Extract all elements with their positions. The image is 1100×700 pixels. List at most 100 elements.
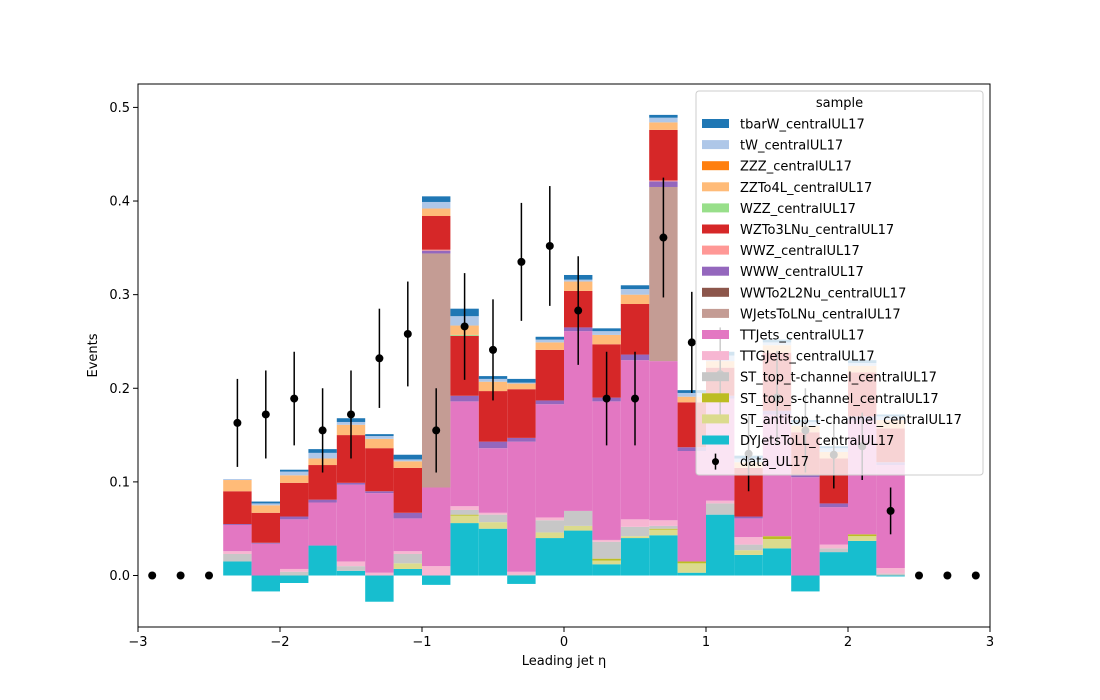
legend-label-tW_centralUL17: tW_centralUL17 bbox=[740, 139, 843, 154]
bar-WWW_centralUL17-bin-24 bbox=[819, 503, 848, 508]
bar-TTJets_centralUL17-bin-8 bbox=[365, 493, 394, 573]
data-point bbox=[432, 426, 441, 435]
bar-DYJetsToLL_centralUL17-bin-24 bbox=[819, 552, 848, 576]
bar-tbarW_centralUL17-bin-9 bbox=[393, 454, 422, 460]
bar-WZTo3LNu_centralUL17-bin-14 bbox=[535, 349, 564, 401]
bar-tW_centralUL17-bin-5 bbox=[280, 471, 309, 476]
data-point bbox=[602, 394, 611, 403]
y-tick-label: 0.1 bbox=[109, 475, 130, 490]
legend-swatch-ZZZ_centralUL17 bbox=[702, 161, 729, 171]
bar-DYJetsToLL_centralUL17-bin-18 bbox=[649, 535, 678, 576]
bar-ST_top_t-channel_centralUL17-bin-15 bbox=[564, 510, 593, 526]
bar-DYJetsToLL_centralUL17-bin-9 bbox=[393, 568, 422, 576]
bar-DYJetsToLL_centralUL17-bin-14 bbox=[535, 538, 564, 576]
bar-DYJetsToLL_centralUL17-bin-12 bbox=[478, 528, 508, 576]
data-point bbox=[687, 338, 696, 347]
legend-label-WWZ_centralUL17: WWZ_centralUL17 bbox=[740, 244, 860, 259]
y-tick-label: 0.0 bbox=[109, 569, 130, 584]
legend-label-WZZ_centralUL17: WZZ_centralUL17 bbox=[740, 202, 856, 217]
bar-WWW_centralUL17-bin-10 bbox=[422, 250, 451, 254]
bar-ST_top_t-channel_centralUL17-bin-20 bbox=[706, 503, 735, 515]
bar-ZZTo4L_centralUL17-bin-5 bbox=[280, 475, 309, 483]
bar-ST_antitop_t-channel_centralUL17-bin-16 bbox=[592, 560, 621, 565]
bar-ST_top_t-channel_centralUL17-bin-5 bbox=[280, 571, 309, 576]
bar-WWW_centralUL17-bin-8 bbox=[365, 491, 394, 494]
legend-swatch-WWTo2L2Nu_centralUL17 bbox=[702, 287, 729, 297]
bar-WWW_centralUL17-bin-6 bbox=[308, 499, 337, 503]
bar-ST_antitop_t-channel_centralUL17-bin-15 bbox=[564, 525, 593, 531]
bar-TTGJets_centralUL17-bin-16 bbox=[592, 539, 621, 542]
bar-DYJetsToLL_centralUL17-bin-17 bbox=[620, 538, 650, 576]
data-point bbox=[517, 257, 526, 266]
bar-WWW_centralUL17-bin-7 bbox=[336, 482, 366, 485]
legend-label-WZTo3LNu_centralUL17: WZTo3LNu_centralUL17 bbox=[740, 223, 894, 238]
bar-WWW_centralUL17-bin-11 bbox=[450, 395, 479, 402]
legend-label-TTGJets_centralUL17: TTGJets_centralUL17 bbox=[739, 350, 875, 365]
x-axis-ticks: −3 −2 −1 0 1 2 3 bbox=[128, 627, 994, 650]
bar-tW_centralUL17-bin-9 bbox=[393, 459, 422, 462]
bar-TTJets_centralUL17-bin-18 bbox=[649, 361, 678, 521]
bar-ST_top_t-channel_centralUL17-bin-13 bbox=[507, 574, 536, 576]
legend-label-data_UL17: data_UL17 bbox=[740, 455, 809, 470]
bar-DYJetsToLL_centralUL17-bin-23 bbox=[791, 575, 820, 592]
bar-ZZTo4L_centralUL17-bin-13 bbox=[507, 383, 536, 390]
data-point bbox=[233, 418, 242, 427]
bar-WWW_centralUL17-bin-13 bbox=[507, 437, 536, 442]
bar-DYJetsToLL_centralUL17-bin-8 bbox=[365, 575, 394, 602]
legend-label-WWW_centralUL17: WWW_centralUL17 bbox=[740, 265, 864, 280]
bar-DYJetsToLL_centralUL17-bin-3 bbox=[223, 561, 252, 576]
bar-WZTo3LNu_centralUL17-bin-4 bbox=[251, 512, 280, 543]
bar-ST_antitop_t-channel_centralUL17-bin-12 bbox=[478, 522, 508, 529]
bar-DYJetsToLL_centralUL17-bin-6 bbox=[308, 545, 337, 576]
bar-ZZTo4L_centralUL17-bin-19 bbox=[677, 396, 706, 403]
bar-WWW_centralUL17-bin-21 bbox=[734, 516, 763, 519]
bar-tbarW_centralUL17-bin-10 bbox=[422, 196, 451, 202]
legend-label-ZZZ_centralUL17: ZZZ_centralUL17 bbox=[740, 160, 852, 175]
bar-ST_antitop_t-channel_centralUL17-bin-11 bbox=[450, 515, 479, 524]
bar-ST_top_s-channel_centralUL17-bin-11 bbox=[450, 514, 479, 516]
bar-ST_antitop_t-channel_centralUL17-bin-22 bbox=[762, 538, 792, 549]
legend-label-TTJets_centralUL17: TTJets_centralUL17 bbox=[739, 329, 865, 344]
bar-ST_antitop_t-channel_centralUL17-bin-17 bbox=[620, 536, 650, 539]
y-tick-label: 0.5 bbox=[109, 101, 130, 116]
bar-tW_centralUL17-bin-10 bbox=[422, 201, 451, 209]
bar-DYJetsToLL_centralUL17-bin-11 bbox=[450, 523, 479, 576]
bar-TTJets_centralUL17-bin-21 bbox=[734, 518, 763, 538]
bar-ST_top_t-channel_centralUL17-bin-14 bbox=[535, 520, 564, 533]
bar-ST_antitop_t-channel_centralUL17-bin-21 bbox=[734, 550, 763, 555]
y-axis-ticks: 0.0 0.1 0.2 0.3 0.4 0.5 bbox=[109, 101, 138, 584]
bar-TTJets_centralUL17-bin-5 bbox=[280, 519, 309, 569]
bar-ST_top_t-channel_centralUL17-bin-7 bbox=[336, 566, 366, 571]
bar-tW_centralUL17-bin-13 bbox=[507, 382, 536, 384]
data-point bbox=[574, 306, 583, 315]
bar-TTGJets_centralUL17-bin-26 bbox=[876, 568, 905, 574]
legend-swatch-DYJetsToLL_centralUL17 bbox=[702, 435, 729, 445]
bar-TTJets_centralUL17-bin-14 bbox=[535, 404, 564, 518]
legend-label-WWTo2L2Nu_centralUL17: WWTo2L2Nu_centralUL17 bbox=[740, 286, 906, 301]
bar-TTGJets_centralUL17-bin-11 bbox=[450, 506, 479, 510]
bar-tW_centralUL17-bin-14 bbox=[535, 339, 564, 343]
bar-WWZ_centralUL17-bin-10 bbox=[422, 249, 451, 251]
y-tick-label: 0.2 bbox=[109, 382, 130, 397]
bar-TTGJets_centralUL17-bin-17 bbox=[620, 519, 650, 527]
data-point bbox=[915, 571, 923, 580]
legend-swatch-WWW_centralUL17 bbox=[702, 266, 729, 276]
bar-ST_antitop_t-channel_centralUL17-bin-14 bbox=[535, 532, 564, 539]
legend-swatch-WWZ_centralUL17 bbox=[702, 245, 729, 255]
bar-TTJets_centralUL17-bin-4 bbox=[251, 543, 280, 576]
bar-ST_top_s-channel_centralUL17-bin-19 bbox=[677, 561, 706, 564]
x-tick-label: −2 bbox=[270, 635, 289, 650]
legend-swatch-ZZTo4L_centralUL17 bbox=[702, 182, 729, 192]
bar-TTJets_centralUL17-bin-23 bbox=[791, 477, 820, 576]
bar-TTJets_centralUL17-bin-3 bbox=[223, 524, 252, 552]
bar-DYJetsToLL_centralUL17-bin-20 bbox=[706, 514, 735, 576]
bar-ST_top_t-channel_centralUL17-bin-17 bbox=[620, 526, 650, 537]
legend-swatch-WZZ_centralUL17 bbox=[702, 203, 729, 213]
bar-DYJetsToLL_centralUL17-bin-15 bbox=[564, 530, 593, 576]
bar-DYJetsToLL_centralUL17-bin-22 bbox=[762, 548, 792, 576]
bar-DYJetsToLL_centralUL17-bin-16 bbox=[592, 564, 621, 576]
bar-WWW_centralUL17-bin-23 bbox=[791, 475, 820, 478]
bar-TTGJets_centralUL17-bin-10 bbox=[422, 566, 451, 576]
bar-TTGJets_centralUL17-bin-3 bbox=[223, 551, 252, 554]
bar-ZZTo4L_centralUL17-bin-14 bbox=[535, 342, 564, 350]
